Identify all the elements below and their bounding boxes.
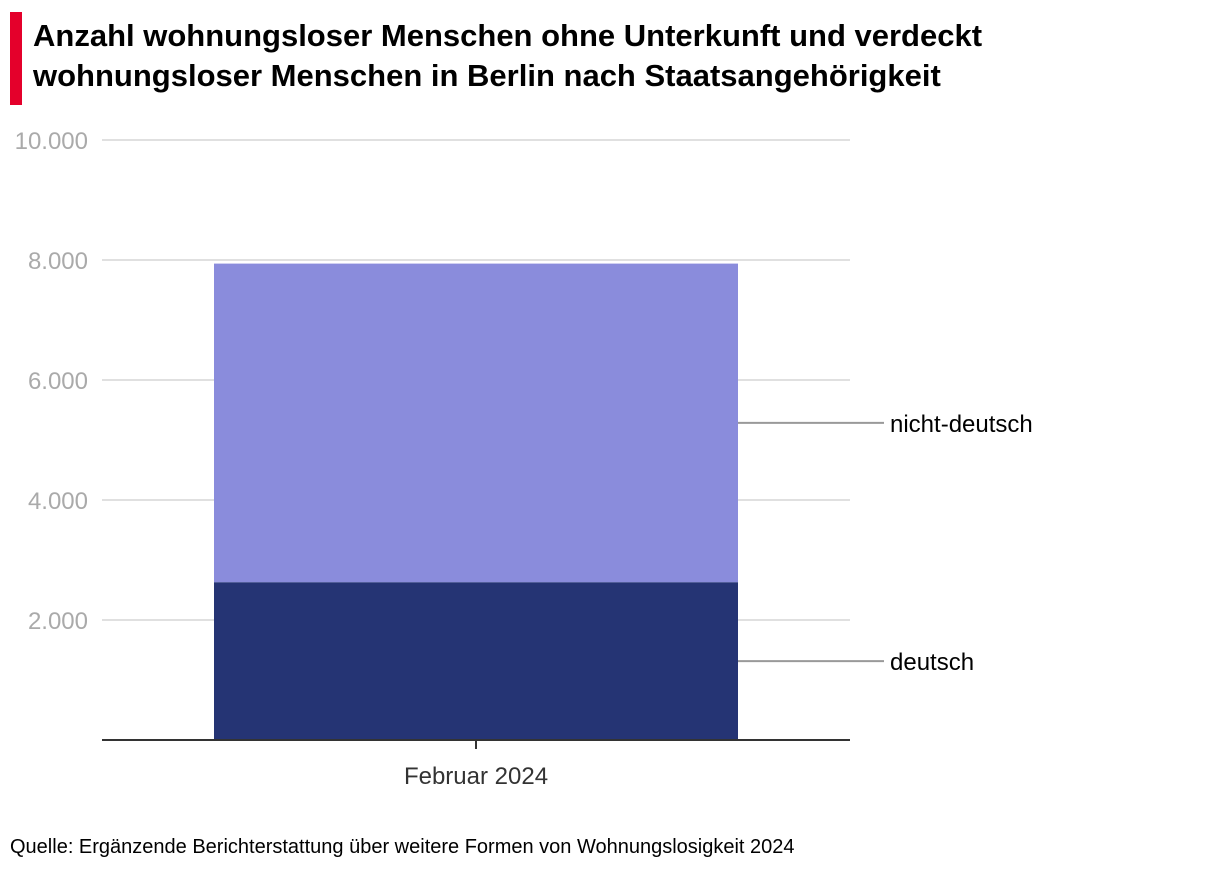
title-accent-bar [10,12,22,105]
legend-label-nicht-deutsch: nicht-deutsch [890,411,1033,438]
y-tick-label: 4.000 [28,488,88,515]
bar-segment-nicht-deutsch [214,263,738,583]
y-tick-label: 6.000 [28,368,88,395]
y-tick-label: 8.000 [28,248,88,275]
y-tick-label: 10.000 [15,128,88,155]
chart-title: Anzahl wohnungsloser Menschen ohne Unter… [33,18,983,93]
source-note: Quelle: Ergänzende Berichterstattung übe… [10,836,795,858]
bar-segment-deutsch [214,582,738,740]
x-tick-label: Februar 2024 [404,763,548,790]
y-tick-label: 2.000 [28,608,88,635]
legend-label-deutsch: deutsch [890,649,974,676]
